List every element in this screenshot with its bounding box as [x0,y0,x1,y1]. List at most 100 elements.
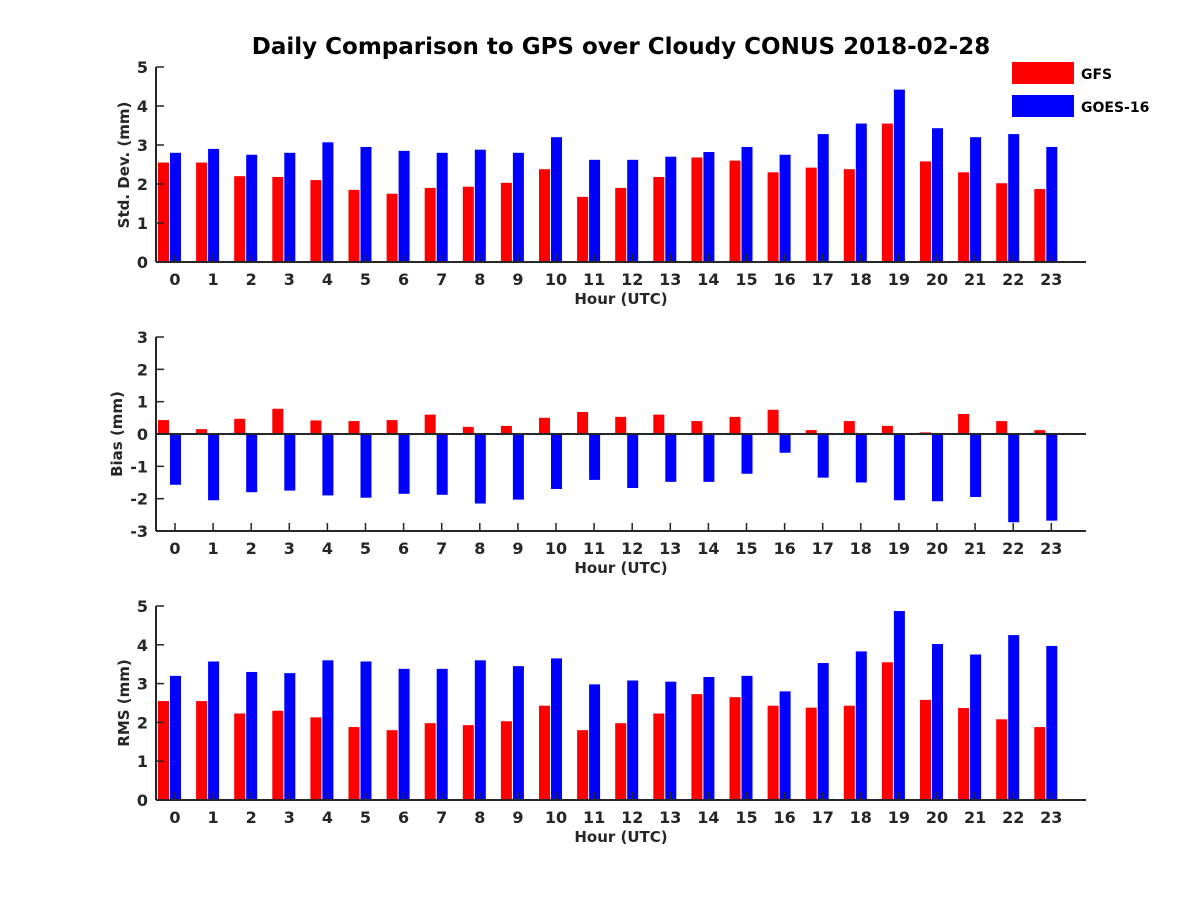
rms-bar-goes16-2 [246,671,258,800]
std-dev-xtick-label: 12 [621,270,643,289]
std-dev-xtick-label: 19 [888,270,910,289]
std-dev-bar-goes16-2 [246,154,258,262]
rms-bar-gfs-23 [1034,727,1046,800]
bias-xtick-label: 11 [583,539,605,558]
bias-bar-goes16-5 [360,434,372,498]
bias-bar-goes16-10 [551,434,562,489]
bias-bar-gfs-13 [653,414,665,434]
std-dev-bar-goes16-8 [474,149,486,262]
rms-bar-gfs-2 [234,713,246,800]
rms-bar-goes16-15 [741,675,753,800]
std-dev-xtick-label: 14 [697,270,719,289]
bias-ylabel: Bias (mm) [108,391,126,477]
bias-bar-gfs-16 [767,409,779,434]
bias-bar-goes16-13 [665,434,677,482]
std-dev-xtick-label: 22 [1002,270,1024,289]
rms-xtick-label: 15 [735,808,757,827]
std-dev-xtick-label: 20 [926,270,948,289]
std-dev-bar-gfs-2 [234,176,246,262]
bias-xtick-label: 6 [398,539,409,558]
bias-xtick-label: 8 [474,539,485,558]
rms-xtick-label: 4 [322,808,333,827]
rms-xtick-label: 18 [850,808,872,827]
rms-bar-goes16-3 [284,673,296,800]
bias-xtick-label: 14 [697,539,719,558]
bias-bar-gfs-14 [691,421,703,434]
legend-label-goes16: GOES-16 [1081,100,1149,116]
std-dev-bar-goes16-9 [512,152,524,262]
bias-xtick-label: 13 [659,539,681,558]
std-dev-bar-goes16-1 [208,148,220,262]
bias-bar-gfs-2 [234,418,246,434]
rms-ytick-label: 3 [137,675,148,694]
bias-ytick-label: 2 [137,360,148,379]
std-dev-xtick-label: 3 [284,270,295,289]
rms-xtick-label: 5 [360,808,371,827]
rms-xtick-label: 9 [512,808,523,827]
rms-xtick-label: 3 [284,808,295,827]
bias-xtick-label: 2 [246,539,257,558]
std-dev-bar-gfs-10 [539,169,550,262]
bias-bar-goes16-23 [1046,434,1058,521]
rms-bar-goes16-18 [855,651,867,800]
bias-bar-goes16-18 [855,434,867,483]
rms-bar-gfs-18 [843,705,855,800]
rms-xtick-label: 2 [246,808,257,827]
bias-xtick-label: 23 [1040,539,1062,558]
rms-bar-goes16-6 [398,668,410,800]
std-dev-xtick-label: 10 [545,270,567,289]
bias-xtick-label: 17 [812,539,834,558]
std-dev-xtick-label: 15 [735,270,757,289]
bias-bar-goes16-3 [284,434,296,491]
rms-bar-gfs-20 [920,699,931,800]
bias-bar-gfs-3 [272,408,284,434]
std-dev-bar-goes16-10 [551,137,562,262]
chart-title: Daily Comparison to GPS over Cloudy CONU… [252,34,990,60]
std-dev-bar-gfs-20 [920,161,931,262]
rms-bar-goes16-13 [665,681,677,800]
rms-bar-goes16-5 [360,661,372,800]
rms-xtick-label: 12 [621,808,643,827]
bias-bar-gfs-21 [958,413,970,434]
rms-bar-gfs-17 [805,707,817,800]
std-dev-xlabel: Hour (UTC) [574,290,667,308]
bias-xtick-label: 3 [284,539,295,558]
rms-bar-gfs-8 [462,725,474,800]
rms-bar-gfs-3 [272,710,284,800]
bias-ytick-label: 0 [137,425,148,444]
std-dev-bar-goes16-11 [589,159,601,262]
std-dev-bar-gfs-6 [386,193,398,262]
bias-ytick-label: -3 [130,522,148,541]
rms-bar-gfs-21 [958,708,970,800]
bias-bar-goes16-6 [398,434,410,494]
rms-xtick-label: 8 [474,808,485,827]
rms-bar-goes16-11 [589,684,601,800]
rms-xtick-label: 19 [888,808,910,827]
std-dev-ytick-label: 4 [137,97,148,116]
std-dev-ytick-label: 2 [137,175,148,194]
rms-ytick-label: 0 [137,791,148,810]
rms-bar-gfs-6 [386,730,398,800]
bias-xtick-label: 19 [888,539,910,558]
std-dev-bar-gfs-15 [729,160,741,262]
std-dev-bar-goes16-21 [970,137,982,262]
bias-bar-goes16-19 [893,434,905,501]
rms-xtick-label: 13 [659,808,681,827]
rms-bar-gfs-1 [196,701,208,800]
bias-bar-gfs-6 [386,420,398,434]
rms-xtick-label: 0 [169,808,180,827]
rms-bar-gfs-19 [881,662,893,800]
rms-xtick-label: 21 [964,808,986,827]
rms-ytick-label: 4 [137,636,148,655]
rms-bar-gfs-10 [539,705,550,800]
rms-bar-goes16-7 [436,668,448,800]
rms-ytick-label: 1 [137,752,148,771]
std-dev-bar-gfs-17 [805,167,817,262]
bias-xtick-label: 9 [512,539,523,558]
bias-bar-goes16-14 [703,434,715,482]
bias-xtick-label: 0 [169,539,180,558]
std-dev-xtick-label: 0 [169,270,180,289]
rms-bar-goes16-12 [627,680,639,800]
